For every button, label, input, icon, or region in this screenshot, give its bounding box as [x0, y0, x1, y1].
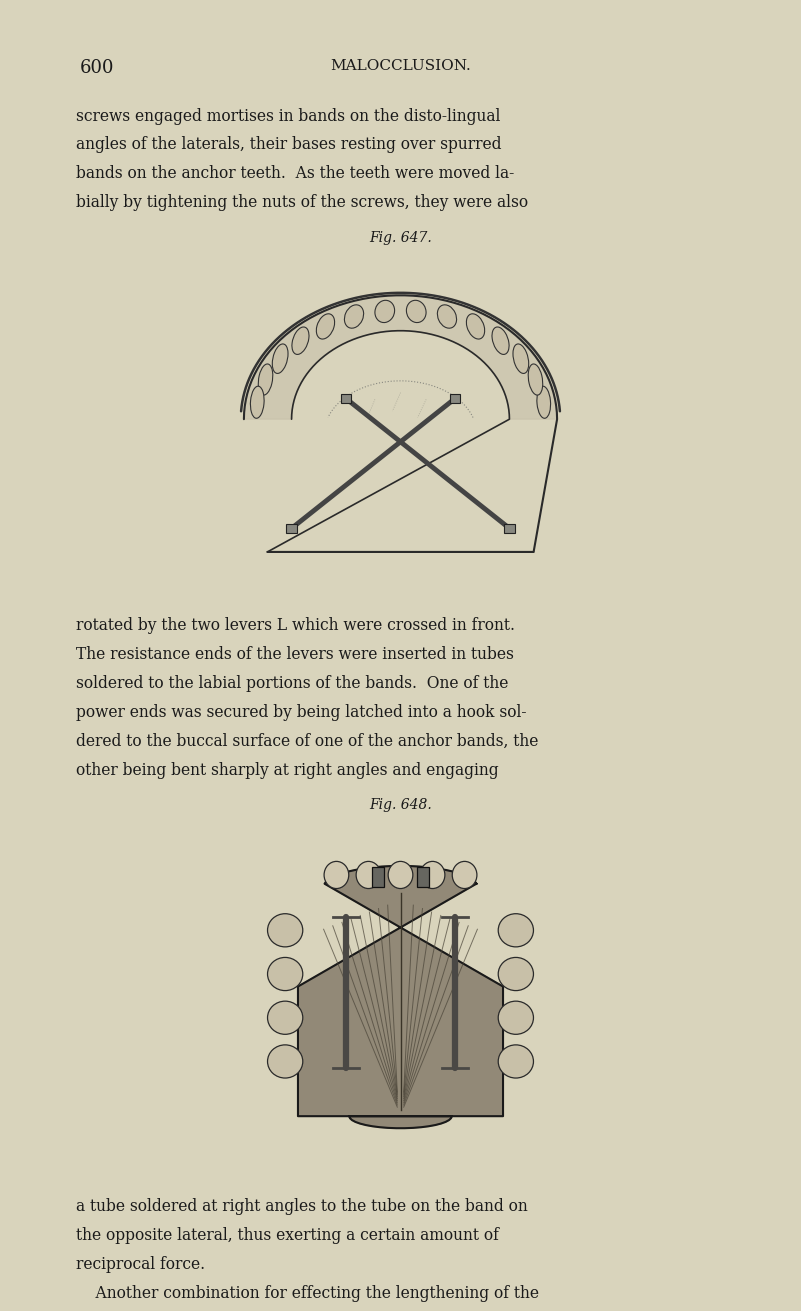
- Bar: [287, 524, 296, 532]
- Ellipse shape: [513, 343, 529, 374]
- Text: a tube soldered at right angles to the tube on the band on: a tube soldered at right angles to the t…: [76, 1198, 528, 1215]
- Text: rotated by the two levers L which were crossed in front.: rotated by the two levers L which were c…: [76, 617, 515, 635]
- Text: soldered to the labial portions of the bands.  One of the: soldered to the labial portions of the b…: [76, 675, 509, 692]
- Ellipse shape: [528, 364, 543, 395]
- Text: 600: 600: [80, 59, 115, 77]
- Polygon shape: [244, 295, 557, 420]
- Ellipse shape: [537, 387, 550, 418]
- Ellipse shape: [292, 326, 309, 354]
- Text: power ends was secured by being latched into a hook sol-: power ends was secured by being latched …: [76, 704, 526, 721]
- Polygon shape: [298, 867, 503, 1129]
- Ellipse shape: [437, 305, 457, 328]
- Ellipse shape: [324, 861, 348, 889]
- Ellipse shape: [498, 1045, 533, 1078]
- Ellipse shape: [316, 313, 335, 340]
- Text: screws engaged mortises in bands on the disto-lingual: screws engaged mortises in bands on the …: [76, 108, 501, 125]
- Bar: [505, 524, 514, 532]
- Text: bially by tightening the nuts of the screws, they were also: bially by tightening the nuts of the scr…: [76, 194, 528, 211]
- Bar: [341, 395, 351, 402]
- Text: angles of the laterals, their bases resting over spurred: angles of the laterals, their bases rest…: [76, 136, 501, 153]
- Text: Fig. 648.: Fig. 648.: [369, 798, 432, 813]
- Ellipse shape: [272, 343, 288, 374]
- Ellipse shape: [344, 305, 364, 328]
- Text: The resistance ends of the levers were inserted in tubes: The resistance ends of the levers were i…: [76, 646, 514, 663]
- Text: dered to the buccal surface of one of the anchor bands, the: dered to the buccal surface of one of th…: [76, 733, 538, 750]
- Ellipse shape: [375, 300, 395, 323]
- Text: Fig. 647.: Fig. 647.: [369, 231, 432, 245]
- Ellipse shape: [498, 1002, 533, 1034]
- Ellipse shape: [268, 1002, 303, 1034]
- Ellipse shape: [498, 914, 533, 947]
- Bar: [372, 868, 384, 888]
- Ellipse shape: [388, 861, 413, 889]
- Bar: [417, 868, 429, 888]
- Text: reciprocal force.: reciprocal force.: [76, 1256, 205, 1273]
- Ellipse shape: [406, 300, 426, 323]
- Text: bands on the anchor teeth.  As the teeth were moved la-: bands on the anchor teeth. As the teeth …: [76, 165, 514, 182]
- Ellipse shape: [268, 957, 303, 991]
- Text: MALOCCLUSION.: MALOCCLUSION.: [330, 59, 471, 73]
- Ellipse shape: [258, 364, 273, 395]
- Ellipse shape: [356, 861, 380, 889]
- Ellipse shape: [268, 914, 303, 947]
- Text: the opposite lateral, thus exerting a certain amount of: the opposite lateral, thus exerting a ce…: [76, 1227, 499, 1244]
- Ellipse shape: [268, 1045, 303, 1078]
- Ellipse shape: [453, 861, 477, 889]
- Ellipse shape: [466, 313, 485, 340]
- Text: Another combination for effecting the lengthening of the: Another combination for effecting the le…: [76, 1285, 539, 1302]
- Text: other being bent sharply at right angles and engaging: other being bent sharply at right angles…: [76, 762, 499, 779]
- Ellipse shape: [492, 326, 509, 354]
- Ellipse shape: [421, 861, 445, 889]
- Ellipse shape: [251, 387, 264, 418]
- Ellipse shape: [498, 957, 533, 991]
- Bar: [450, 395, 460, 402]
